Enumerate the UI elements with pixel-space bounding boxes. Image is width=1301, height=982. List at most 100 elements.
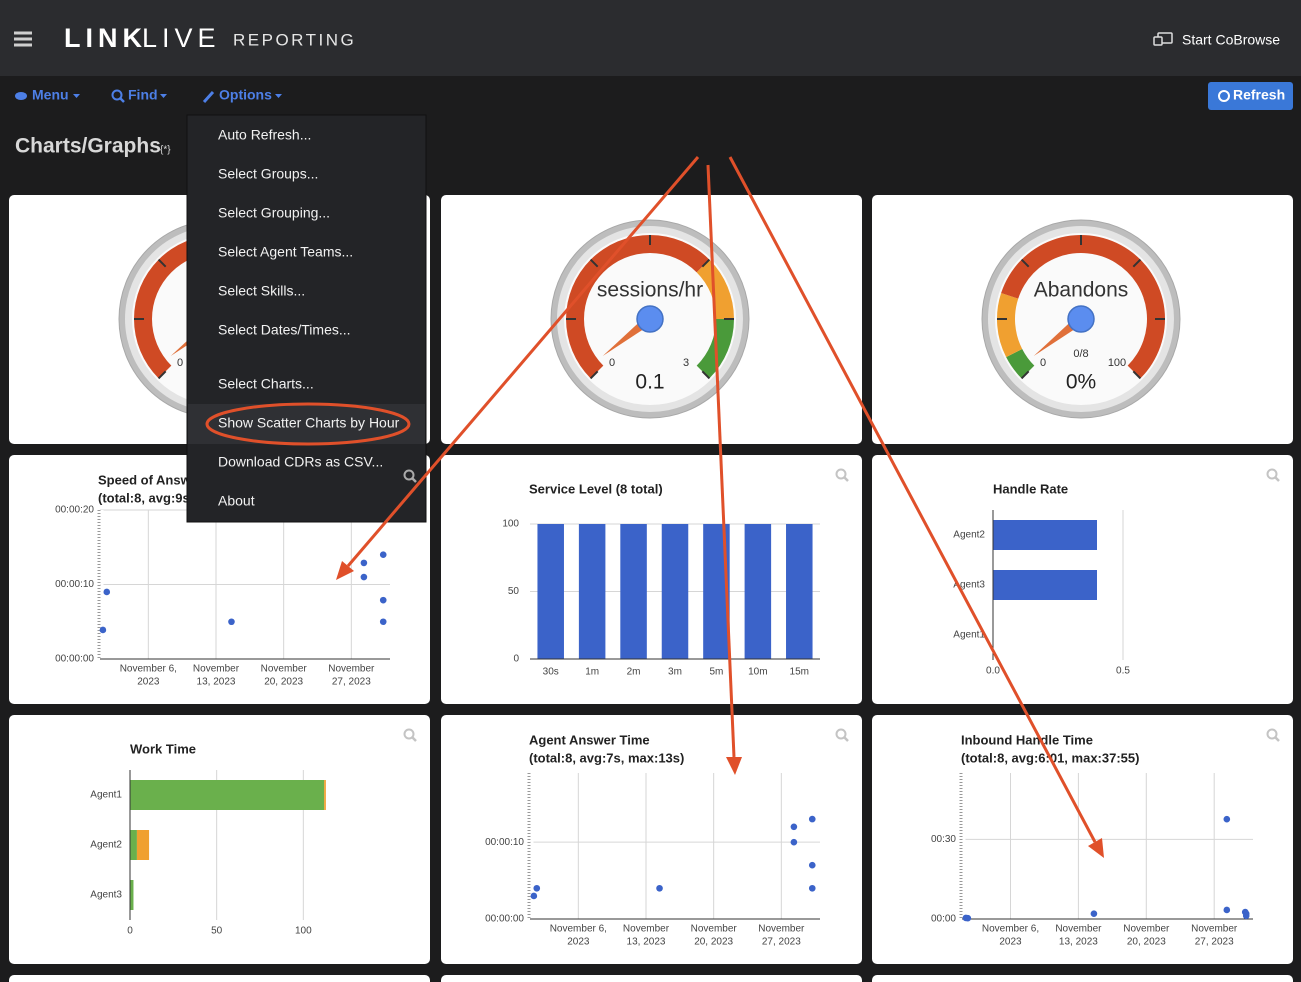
x-tick-label: 2023 xyxy=(999,937,1022,948)
bar xyxy=(578,524,606,659)
dropdown-item[interactable]: Show Scatter Charts by Hour xyxy=(218,415,400,431)
x-tick-label: 5m xyxy=(709,667,723,678)
zoom-icon[interactable] xyxy=(1274,476,1280,482)
x-tick-label: 1m xyxy=(585,667,599,678)
x-tick-label: 13, 2023 xyxy=(1059,937,1098,948)
dropdown-item[interactable]: Download CDRs as CSV... xyxy=(218,454,383,470)
menu-icon xyxy=(15,92,27,100)
zoom-icon[interactable] xyxy=(835,728,847,740)
bar xyxy=(130,830,137,860)
hamburger-line[interactable] xyxy=(14,37,32,41)
bar xyxy=(130,780,325,810)
x-tick-label: 27, 2023 xyxy=(762,937,801,948)
gauge-value: 0.1 xyxy=(635,371,664,394)
gauge-tick xyxy=(1020,258,1030,268)
scatter-point xyxy=(790,838,798,846)
bar xyxy=(324,780,326,810)
dropdown-item[interactable]: Select Grouping... xyxy=(218,205,330,221)
x-tick-label: 0.0 xyxy=(986,666,1000,677)
x-tick-label: 20, 2023 xyxy=(264,677,303,688)
x-tick-label: 27, 2023 xyxy=(1195,937,1234,948)
bar xyxy=(993,570,1097,600)
dropdown-item[interactable]: Auto Refresh... xyxy=(218,127,311,143)
find-icon xyxy=(111,89,123,101)
bar xyxy=(620,524,647,659)
options-button[interactable]: Options xyxy=(219,87,272,103)
arrow xyxy=(706,164,736,758)
zoom-icon[interactable] xyxy=(1274,736,1280,742)
x-tick-label: 3m xyxy=(668,667,682,678)
scatter-point xyxy=(99,626,107,634)
gauge-max: 100 xyxy=(1108,357,1126,369)
refresh-button-bg[interactable] xyxy=(1208,82,1293,110)
arrow-head xyxy=(336,561,354,580)
bar xyxy=(744,524,772,659)
y-tick-label: 50 xyxy=(508,586,520,597)
caret xyxy=(73,94,80,98)
chart-subtitle: (total:8, avg:7s, max:13s) xyxy=(529,750,684,765)
brand-product: REPORTING xyxy=(233,30,356,49)
gauge-tick xyxy=(589,258,599,268)
x-tick-label: 15m xyxy=(790,667,809,678)
zoom-icon[interactable] xyxy=(411,736,417,742)
chart-title: Service Level (8 total) xyxy=(529,481,663,496)
dropdown-item[interactable]: Select Groups... xyxy=(218,166,318,182)
dropdown-bg xyxy=(186,114,427,523)
card xyxy=(9,715,430,964)
x-tick-label: 10m xyxy=(748,667,767,678)
hamburger-line[interactable] xyxy=(14,43,32,47)
gauge-label: sessions/hr xyxy=(597,279,703,302)
scatter-point xyxy=(530,892,538,900)
scatter-point xyxy=(808,815,816,823)
gauge-band xyxy=(696,259,734,319)
refresh-button[interactable]: Refresh xyxy=(1233,87,1285,103)
x-tick-label: November xyxy=(691,924,738,935)
gauge-ratio: 0/8 xyxy=(1073,348,1088,360)
y-tick-label: 00:00:10 xyxy=(485,837,524,848)
dropdown-item[interactable]: About xyxy=(218,493,255,509)
x-tick-label: 27, 2023 xyxy=(332,677,371,688)
x-tick-label: 13, 2023 xyxy=(627,937,666,948)
zoom-icon[interactable] xyxy=(1266,468,1278,480)
page-title: Charts/Graphs xyxy=(15,135,161,158)
x-tick-label: November xyxy=(1191,924,1238,935)
gauge-band xyxy=(1006,348,1035,379)
cobrowse-link[interactable]: Start CoBrowse xyxy=(1182,32,1280,48)
x-tick-label: 30s xyxy=(543,667,559,678)
zoom-icon[interactable] xyxy=(843,476,849,482)
cobrowse-icon xyxy=(1153,36,1163,46)
x-tick-label: 20, 2023 xyxy=(1127,937,1166,948)
dropdown-item[interactable]: Select Agent Teams... xyxy=(218,244,353,260)
bar xyxy=(661,524,689,659)
y-tick-label: Agent3 xyxy=(953,580,985,591)
dropdown-item[interactable]: Select Charts... xyxy=(218,376,314,392)
gauge-tick xyxy=(1132,370,1142,380)
chart-title: Speed of Answer xyxy=(98,472,203,487)
zoom-icon[interactable] xyxy=(843,736,849,742)
hamburger-line[interactable] xyxy=(14,31,32,35)
gauge-band xyxy=(997,293,1023,358)
y-tick-label: Agent1 xyxy=(90,790,122,801)
find-icon xyxy=(119,97,125,103)
x-tick-label: 20, 2023 xyxy=(694,937,733,948)
brand-bold: LINK xyxy=(64,23,147,53)
menu-button[interactable]: Menu xyxy=(32,87,69,103)
scatter-point xyxy=(103,588,111,596)
zoom-icon[interactable] xyxy=(1266,728,1278,740)
scatter-point xyxy=(379,596,387,604)
y-tick-label: 00:00:00 xyxy=(485,914,524,925)
dropdown-item[interactable]: Select Dates/Times... xyxy=(218,322,351,338)
zoom-icon[interactable] xyxy=(403,728,415,740)
dropdown-item[interactable]: Select Skills... xyxy=(218,283,305,299)
gauge-value: 0% xyxy=(1066,371,1096,394)
options-dropdown: Auto Refresh... Select Groups... Select Gr… xyxy=(186,114,427,523)
brand-light: LIVE xyxy=(142,23,221,53)
gauge-tick xyxy=(157,370,167,380)
zoom-icon[interactable] xyxy=(835,468,847,480)
scatter-point xyxy=(808,861,816,869)
x-tick-label: November xyxy=(1055,924,1102,935)
x-tick-label: November xyxy=(328,664,375,675)
find-button[interactable]: Find xyxy=(128,87,158,103)
gauge-label: Abandons xyxy=(1034,279,1129,302)
caret xyxy=(275,94,282,98)
